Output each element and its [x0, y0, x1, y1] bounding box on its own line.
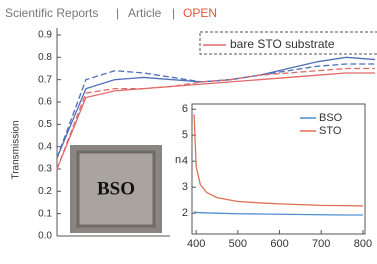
photo-label: BSO — [97, 178, 135, 199]
y-tick-label: 0.4 — [38, 141, 52, 152]
y-tick-label: 0.8 — [38, 52, 52, 63]
article-type: Article — [128, 6, 162, 20]
legend-label: bare STO substrate — [230, 37, 335, 51]
figure: Scientific Reports | Article | OPEN Tran… — [0, 0, 377, 264]
access: OPEN — [183, 6, 217, 20]
y-tick-label: 6 — [182, 103, 188, 115]
y-tick-label: 5 — [182, 129, 188, 141]
y-tick-label: 0.2 — [38, 186, 52, 197]
journal: Scientific Reports — [5, 6, 98, 20]
y-tick-label: 0.1 — [38, 208, 52, 219]
y-tick-label: 0.9 — [38, 30, 52, 41]
y-tick-label: 0.7 — [38, 74, 52, 85]
x-tick-label: 600 — [270, 238, 288, 250]
x-tick-label: 500 — [229, 238, 247, 250]
y-tick-label: 3 — [182, 181, 188, 193]
legend-label: STO — [319, 125, 342, 137]
separator: | — [172, 6, 175, 20]
y-tick-label: 0.3 — [38, 164, 52, 175]
y-axis-label: Transmission — [11, 120, 22, 179]
y-tick-label: 2 — [182, 207, 188, 219]
x-tick-label: 800 — [354, 238, 372, 250]
x-tick-label: 400 — [187, 238, 205, 250]
x-tick-label: 700 — [312, 238, 330, 250]
y-tick-label: 0.0 — [38, 231, 52, 242]
y-axis-label: n — [175, 154, 181, 166]
legend-label: BSO — [319, 112, 343, 124]
y-tick-label: 0.6 — [38, 97, 52, 108]
y-tick-label: 0.5 — [38, 119, 52, 130]
y-tick-label: 4 — [182, 155, 188, 167]
separator: | — [116, 6, 119, 20]
inset-bg — [170, 97, 377, 255]
